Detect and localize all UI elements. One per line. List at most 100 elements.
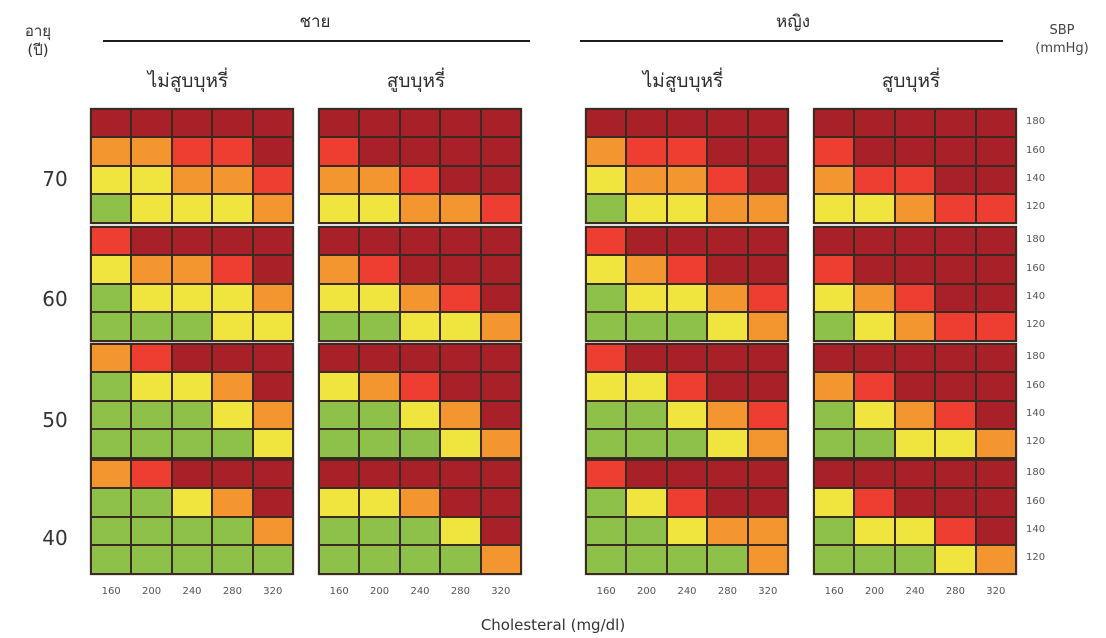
risk-cell (748, 489, 787, 516)
risk-cell (172, 461, 212, 488)
risk-cell (587, 110, 626, 137)
risk-cell (855, 546, 894, 573)
risk-cell (213, 138, 252, 165)
risk-cell (895, 373, 935, 400)
risk-cell (320, 110, 359, 137)
sex-label-male: ชาย (299, 12, 331, 32)
risk-panel-female-smoker-age-70 (813, 108, 1017, 224)
risk-cell (400, 110, 440, 137)
risk-cell (895, 430, 935, 457)
risk-cell (855, 110, 894, 137)
risk-cell (627, 138, 666, 165)
cholesterol-tick-label: 200 (637, 586, 657, 597)
risk-cell (748, 195, 787, 222)
risk-cell (708, 517, 747, 545)
risk-panel-male-smoker-age-40 (318, 459, 522, 575)
risk-cell (667, 430, 707, 457)
smoking-label-male-nonsmoker: ไม่สูบบุหรี่ (147, 70, 229, 92)
cholesterol-tick-label: 320 (986, 586, 1006, 597)
risk-cell (481, 284, 520, 312)
sbp-tick-label: 160 (1026, 495, 1046, 507)
risk-cell (895, 284, 935, 312)
risk-cell (936, 256, 975, 283)
risk-cell (360, 313, 399, 340)
risk-cell (132, 313, 171, 340)
risk-cell (92, 345, 131, 372)
risk-cell (400, 284, 440, 312)
risk-cell (132, 401, 171, 429)
risk-cell (360, 461, 399, 488)
risk-cell (400, 138, 440, 165)
cholesterol-tick-label: 240 (410, 586, 430, 597)
risk-cell (320, 228, 359, 255)
risk-cell (708, 110, 747, 137)
risk-cell (627, 546, 666, 573)
risk-cell (400, 256, 440, 283)
risk-cell (360, 546, 399, 573)
risk-cell (213, 461, 252, 488)
risk-cell (360, 110, 399, 137)
risk-cell (172, 166, 212, 194)
risk-cell (976, 228, 1015, 255)
risk-panel-male-smoker-age-70 (318, 108, 522, 224)
risk-cell (855, 313, 894, 340)
risk-cell (441, 373, 480, 400)
risk-cell (400, 461, 440, 488)
risk-cell (587, 284, 626, 312)
risk-cell (667, 256, 707, 283)
risk-cell (855, 373, 894, 400)
risk-cell (92, 430, 131, 457)
risk-cell (936, 517, 975, 545)
risk-cell (667, 461, 707, 488)
risk-cell (748, 138, 787, 165)
risk-cell (936, 313, 975, 340)
risk-cell (441, 517, 480, 545)
cholesterol-tick-label: 160 (101, 586, 121, 597)
cholesterol-tick-label: 280 (222, 586, 242, 597)
risk-cell (895, 345, 935, 372)
risk-cell (976, 517, 1015, 545)
risk-cell (441, 401, 480, 429)
risk-cell (815, 138, 854, 165)
risk-cell (92, 489, 131, 516)
risk-cell (481, 110, 520, 137)
risk-cell (481, 517, 520, 545)
risk-cell (132, 373, 171, 400)
risk-cell (253, 517, 292, 545)
risk-cell (815, 489, 854, 516)
risk-cell (748, 430, 787, 457)
risk-cell (627, 166, 666, 194)
risk-cell (92, 401, 131, 429)
risk-cell (936, 401, 975, 429)
risk-cell (587, 401, 626, 429)
risk-cell (320, 256, 359, 283)
risk-cell (360, 345, 399, 372)
risk-cell (400, 430, 440, 457)
risk-cell (400, 166, 440, 194)
risk-cell (708, 256, 747, 283)
risk-cell (400, 195, 440, 222)
risk-cell (815, 166, 854, 194)
risk-cell (253, 345, 292, 372)
risk-cell (92, 373, 131, 400)
risk-cell (667, 166, 707, 194)
risk-cell (213, 430, 252, 457)
risk-cell (895, 195, 935, 222)
risk-cell (213, 228, 252, 255)
risk-cell (441, 489, 480, 516)
risk-panel-male-smoker-age-50 (318, 343, 522, 459)
risk-cell (976, 313, 1015, 340)
risk-cell (400, 345, 440, 372)
risk-cell (815, 401, 854, 429)
sbp-tick-label: 160 (1026, 379, 1046, 391)
risk-panel-male-nonsmoker-age-40 (90, 459, 294, 575)
risk-cell (627, 110, 666, 137)
sbp-tick-label: 120 (1026, 319, 1046, 331)
risk-cell (172, 345, 212, 372)
sex-rule-male (103, 40, 530, 42)
cholesterol-tick-label: 200 (370, 586, 390, 597)
risk-cell (936, 284, 975, 312)
risk-cell (815, 430, 854, 457)
risk-cell (708, 489, 747, 516)
cholesterol-tick-label: 320 (491, 586, 511, 597)
